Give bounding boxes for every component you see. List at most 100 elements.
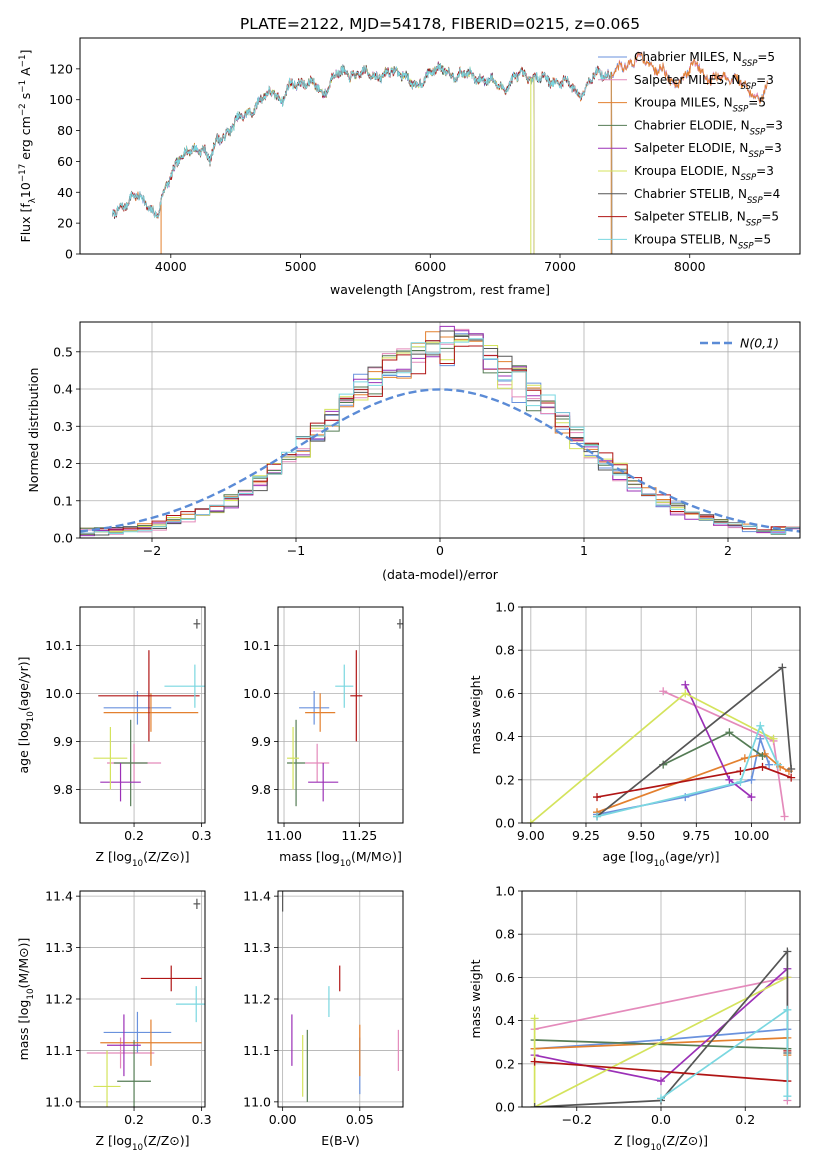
x-tick-label: 0.0 (651, 1112, 671, 1127)
weight-marker (780, 812, 789, 821)
legend-nssp: =3 (764, 141, 782, 155)
legend-entry: Kroupa STELIB, NSSP=5 (634, 232, 771, 251)
weight-marker (725, 775, 734, 784)
label-part: 10 (132, 859, 143, 869)
errorbar-point-9 (175, 986, 205, 1023)
x-tick-label: 7000 (544, 259, 576, 274)
errorbar-point-6 (93, 1050, 121, 1107)
legend-model-name: Chabrier MILES, N (634, 50, 742, 64)
legend-nssp: =5 (761, 210, 779, 224)
figure-title: PLATE=2122, MJD=54178, FIBERID=0215, z=0… (240, 15, 640, 33)
y-tick-label: 1.0 (495, 600, 515, 615)
x-axis-label: (data-model)/error (382, 567, 499, 582)
panel-age_vs_mass: 11.00 11.25 9.8 9.9 10.0 10.1 mass [log10(M/M⊙… (243, 606, 404, 869)
y-tick-label: 10.1 (45, 638, 73, 653)
weight-series-8 (596, 765, 792, 798)
x-axis-label: Z [log10(Z/Z⊙)] (95, 1133, 189, 1153)
label-part: −2 (18, 103, 28, 116)
legend-model-name: Chabrier STELIB, N (634, 187, 747, 201)
label-part: log (113, 1133, 132, 1148)
label-part: −1 (18, 54, 28, 67)
x-tick-label: 0.3 (192, 828, 212, 843)
axes-frame: 9.00 9.25 9.50 9.75 10.00 0.0 0.2 0.4 0.6 0.8 1.0 a… (468, 600, 801, 869)
plot-content (282, 891, 399, 1102)
panel-residuals: −2 −1 0 1 2 0.0 0.1 0.2 0.3 0.4 0.5 (data-model)/er… (26, 321, 801, 582)
x-tick-label: −1 (287, 543, 305, 558)
legend-model-name: Salpeter STELIB, N (634, 210, 746, 224)
y-tick-label: 0.5 (53, 344, 73, 359)
errorbar-point-9 (335, 664, 354, 708)
label-part: mass [ (279, 849, 321, 864)
label-part: log (113, 849, 132, 864)
x-axis-label: mass [log10(M/M⊙)] (279, 849, 402, 869)
x-tick-label: 9.75 (682, 828, 710, 843)
axes-frame: −0.2 0.0 0.2 0.0 0.2 0.4 0.6 0.8 1.0 Z [log10(Z/Z… (468, 884, 801, 1153)
errorbar-point-6 (93, 727, 128, 790)
label-part: (M/M⊙)] (351, 849, 402, 864)
errorbar-point-5 (100, 763, 141, 802)
errorbar-point-9 (164, 664, 205, 708)
errorbar-point-3 (305, 693, 336, 732)
legend-model-name: Kroupa STELIB, N (634, 232, 738, 246)
y-tick-label: 0.6 (495, 686, 515, 701)
y-tick-label: 11.3 (243, 940, 271, 955)
label-part: mass [ (16, 1019, 31, 1061)
y-tick-label: 0.8 (495, 927, 515, 942)
legend-model-name: Kroupa ELODIE, N (634, 164, 741, 178)
legend-model-name: Salpeter MILES, N (634, 73, 741, 87)
weight-marker (783, 1005, 792, 1014)
label-part: −17 (18, 164, 28, 182)
label-part: erg cm (18, 116, 33, 164)
y-tick-label: 0.1 (53, 493, 73, 508)
histogram-9 (80, 338, 800, 535)
label-part: 10 (340, 859, 351, 869)
y-tick-label: 11.0 (45, 1094, 73, 1109)
label-part: 10 (26, 711, 36, 722)
legend-nssp: =3 (756, 164, 774, 178)
label-part: (Z/Z⊙)] (143, 1133, 189, 1148)
legend-entry: Chabrier MILES, NSSP=5 (634, 50, 775, 69)
legend-subscript: SSP (747, 196, 763, 206)
weight-marker (778, 663, 787, 672)
x-axis-label: Z [log10(Z/Z⊙)] (614, 1133, 708, 1153)
weight-marker (681, 680, 690, 689)
weight-series-7 (534, 949, 789, 1107)
legend-subscript: SSP (738, 241, 754, 251)
x-tick-label: 2 (724, 543, 732, 558)
weight-marker (747, 793, 756, 802)
axes-border (521, 890, 801, 1108)
y-tick-label: 10.0 (243, 686, 271, 701)
plot-content (287, 619, 403, 807)
weight-marker (758, 762, 767, 771)
label-part: log (16, 1000, 31, 1019)
legend-subscript: SSP (742, 59, 758, 69)
legend-subscript: SSP (750, 127, 766, 137)
errorbar-point-7 (193, 619, 201, 629)
panel-spectrum: 4000 5000 6000 7000 8000 0 20 40 60 80 100 120 wavel… (18, 37, 801, 297)
x-tick-label: −2 (143, 543, 161, 558)
label-part: age [ (16, 741, 31, 773)
x-tick-label: 4000 (155, 259, 187, 274)
y-tick-label: 9.8 (251, 782, 271, 797)
y-tick-label: 60 (57, 154, 73, 169)
errorbar-point-8 (140, 965, 202, 992)
axes-frame: 4000 5000 6000 7000 8000 0 20 40 60 80 100 120 wavel… (18, 37, 801, 297)
legend-subscript: SSP (741, 173, 757, 183)
x-axis-label: E(B-V) (321, 1133, 360, 1148)
panel-mass_vs_EBV: 0.00 0.05 11.0 11.1 11.2 11.3 11.4 E(B-V) (243, 889, 404, 1148)
errorbar-point-4 (117, 1040, 151, 1107)
panel-mass_vs_Z: 0.2 0.311.011.111.211.311.4Z [log10(Z/Z⊙)… (16, 889, 212, 1153)
label-part: 10 (650, 1143, 661, 1153)
legend-entry: Kroupa MILES, NSSP=5 (634, 96, 766, 115)
x-tick-label: 9.50 (627, 828, 655, 843)
x-tick-label: 6000 (414, 259, 446, 274)
legend-nssp: =5 (754, 232, 772, 246)
weight-marker (756, 721, 765, 730)
label-part: 10 (18, 182, 33, 198)
weight-marker (758, 752, 767, 761)
weight-marker (765, 760, 774, 769)
x-tick-label: 0.3 (192, 1112, 212, 1127)
y-tick-label: 11.2 (243, 992, 271, 1007)
y-tick-label: 0.8 (495, 643, 515, 658)
plot-content (86, 898, 205, 1107)
